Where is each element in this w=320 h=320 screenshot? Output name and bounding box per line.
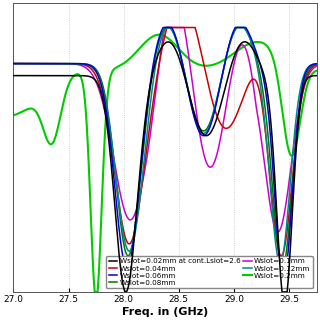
X-axis label: Freq. in (GHz): Freq. in (GHz) [122, 307, 208, 316]
Legend: Wslot=0.02mm at cont.Lslot=2.6, Wslot=0.04mm, Wslot=0.06mm, Wslot=0.08mm, Wslot=: Wslot=0.02mm at cont.Lslot=2.6, Wslot=0.… [106, 256, 313, 288]
